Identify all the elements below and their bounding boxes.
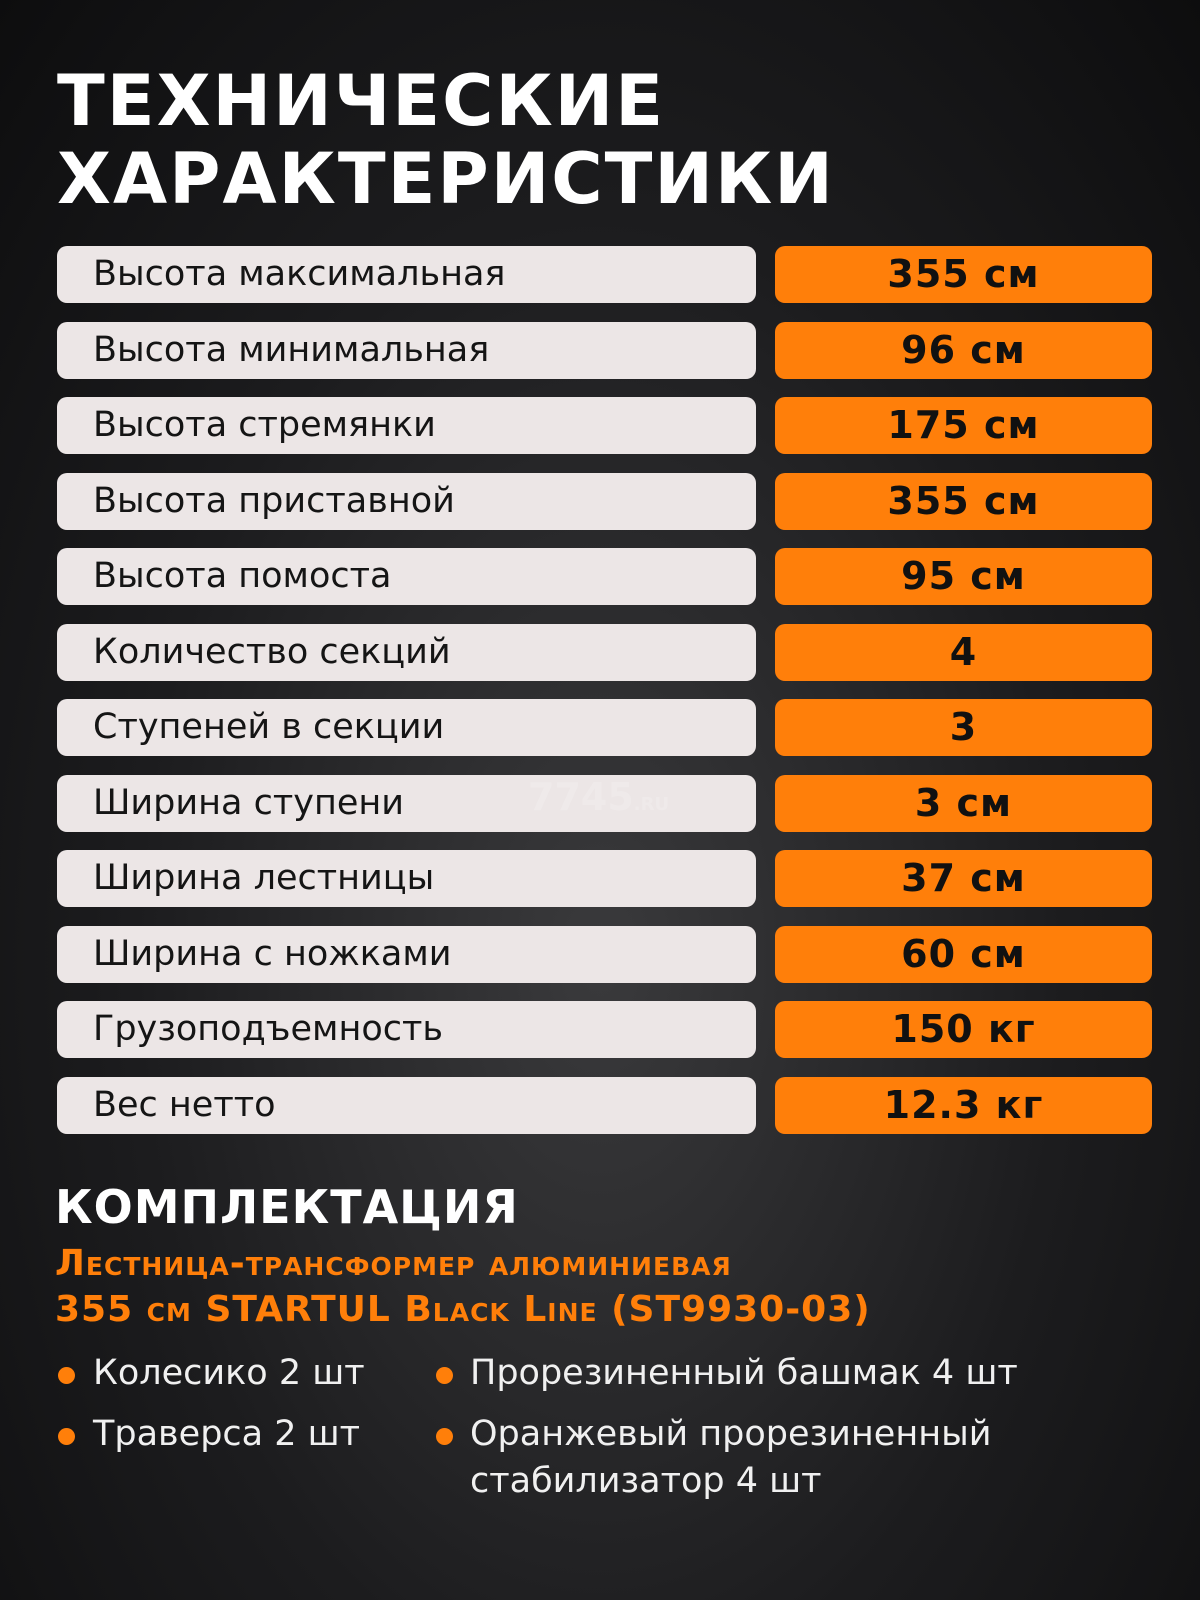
spec-row: Высота максимальная 355 см — [57, 246, 1152, 303]
spec-label: Высота помоста — [57, 548, 756, 605]
kit-item: Прорезиненный башмак 4 шт — [470, 1353, 1018, 1393]
spec-value: 4 — [775, 623, 1152, 681]
spec-label: Грузоподъемность — [57, 1001, 756, 1058]
spec-value: 355 см — [775, 246, 1152, 303]
kit-item: Траверса 2 шт — [93, 1414, 361, 1454]
watermark-main: 7745 — [528, 775, 634, 819]
spec-value: 96 см — [775, 321, 1152, 379]
spec-row: Высота приставной 355 см — [57, 472, 1152, 530]
spec-label: Ширина ступени — [57, 774, 756, 832]
spec-label: Количество секций — [57, 623, 756, 681]
kit-title: КОМПЛЕКТАЦИЯ — [55, 1180, 519, 1234]
kit-item: Колесико 2 шт — [93, 1353, 365, 1393]
spec-value: 37 см — [775, 850, 1152, 907]
bullet — [436, 1367, 453, 1384]
spec-row: Ширина лестницы 37 см — [57, 850, 1152, 907]
spec-value: 175 см — [775, 397, 1152, 454]
spec-value: 3 см — [775, 774, 1152, 832]
spec-row: Ширина ступени 3 см — [57, 774, 1152, 832]
spec-row: Высота помоста 95 см — [57, 548, 1152, 605]
spec-label: Вес нетто — [57, 1076, 756, 1134]
product-line: 355 см STARTUL Black Line (ST9930-03) — [55, 1289, 871, 1330]
product-line: Лестница-трансформер алюминиевая — [55, 1243, 732, 1284]
spec-label: Ширина с ножками — [57, 925, 756, 983]
spec-label: Высота максимальная — [57, 246, 756, 303]
title-line: ХАРАКТЕРИСТИКИ — [57, 138, 835, 220]
watermark: 7745.RU — [528, 775, 669, 819]
spec-value: 95 см — [775, 548, 1152, 605]
spec-row: Количество секций 4 — [57, 623, 1152, 681]
bullet — [58, 1367, 75, 1384]
spec-row: Грузоподъемность 150 кг — [57, 1001, 1152, 1058]
kit-item: Оранжевый прорезиненный стабилизатор 4 ш… — [470, 1414, 992, 1501]
spec-row: Высота стремянки 175 см — [57, 397, 1152, 454]
spec-value: 12.3 кг — [775, 1076, 1152, 1134]
spec-value: 3 — [775, 699, 1152, 756]
spec-row: Вес нетто 12.3 кг — [57, 1076, 1152, 1134]
spec-label: Высота приставной — [57, 472, 756, 530]
spec-value: 150 кг — [775, 1001, 1152, 1058]
spec-value: 60 см — [775, 925, 1152, 983]
spec-row: Ступеней в секции 3 — [57, 699, 1152, 756]
bullet — [436, 1428, 453, 1445]
spec-label: Ширина лестницы — [57, 850, 756, 907]
spec-label: Ступеней в секции — [57, 699, 756, 756]
title-line: ТЕХНИЧЕСКИЕ — [57, 60, 666, 142]
spec-label: Высота стремянки — [57, 397, 756, 454]
watermark-suffix: .RU — [633, 794, 670, 815]
spec-value: 355 см — [775, 472, 1152, 530]
spec-row: Ширина с ножками 60 см — [57, 925, 1152, 983]
spec-row: Высота минимальная 96 см — [57, 321, 1152, 379]
bullet — [58, 1428, 75, 1445]
spec-label: Высота минимальная — [57, 321, 756, 379]
